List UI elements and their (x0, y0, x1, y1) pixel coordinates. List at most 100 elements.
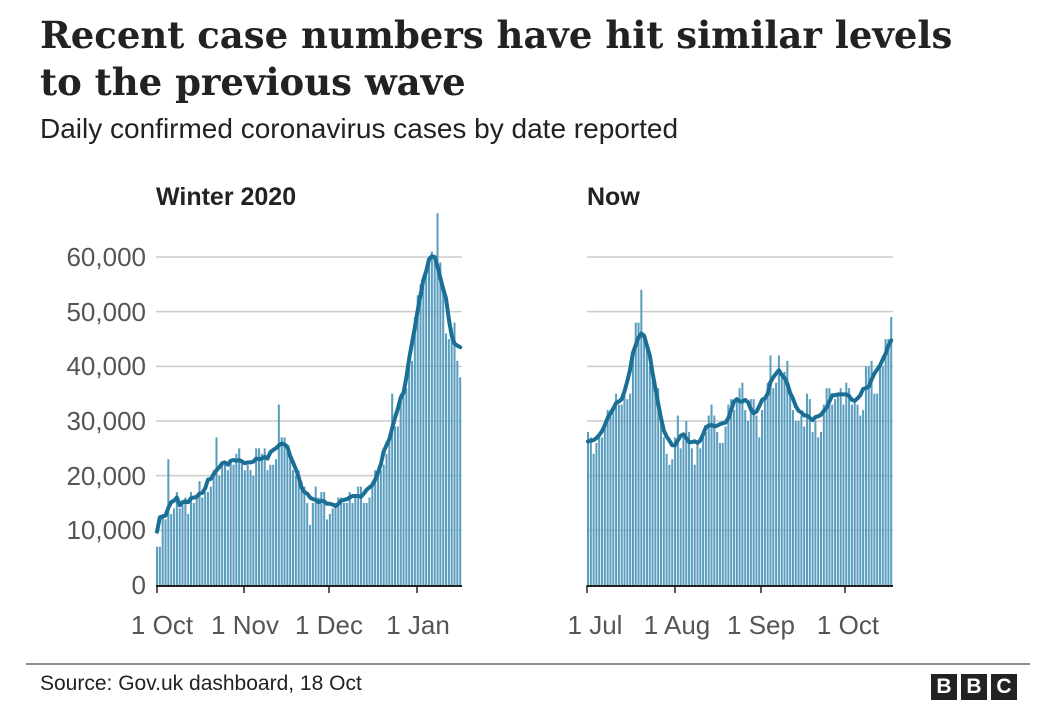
bar (430, 251, 433, 585)
bar (459, 377, 462, 585)
bar (175, 492, 178, 585)
bar (693, 464, 696, 585)
average-line (586, 331, 894, 448)
bar (385, 453, 388, 585)
bar (696, 442, 699, 585)
bar (260, 453, 263, 585)
y-tick-label: 50,000 (66, 297, 146, 327)
logo-letter: B (931, 674, 957, 700)
bar (870, 360, 873, 585)
bar (275, 459, 278, 585)
bar (609, 410, 612, 585)
logo-letter: B (961, 674, 987, 700)
bar (595, 442, 598, 585)
bar (752, 399, 755, 585)
bar (192, 503, 195, 585)
bar (662, 437, 665, 585)
bar (456, 360, 459, 585)
bar (758, 437, 761, 585)
bar (360, 486, 363, 585)
bar (229, 459, 232, 585)
bar (890, 317, 893, 585)
bar (379, 470, 382, 585)
bar (252, 475, 255, 585)
x-tick-label: 1 Dec (295, 610, 363, 640)
bar (845, 382, 848, 585)
bars (156, 213, 893, 585)
bar (884, 339, 887, 585)
bar (881, 366, 884, 585)
bar (207, 492, 210, 585)
bar (181, 503, 184, 585)
bar (839, 388, 842, 585)
bar (789, 388, 792, 585)
bar (629, 393, 632, 585)
bar (365, 503, 368, 585)
bar (411, 360, 414, 585)
bar (822, 404, 825, 585)
bar (631, 355, 634, 585)
bar (867, 366, 870, 585)
bar (343, 503, 346, 585)
bar (685, 421, 688, 585)
bar (738, 388, 741, 585)
bar (241, 459, 244, 585)
x-tick-label: 1 Aug (644, 610, 711, 640)
bar (640, 289, 643, 585)
bar (803, 426, 806, 585)
bar (811, 431, 814, 585)
bar (212, 470, 215, 585)
bar (334, 503, 337, 585)
bar (306, 503, 309, 585)
bar (654, 393, 657, 585)
bar (280, 437, 283, 585)
bar (164, 519, 167, 585)
bar (416, 295, 419, 585)
bar (732, 410, 735, 585)
bar (374, 470, 377, 585)
bar (777, 355, 780, 585)
bar (710, 404, 713, 585)
bar (637, 322, 640, 585)
bar (348, 492, 351, 585)
bar (842, 404, 845, 585)
bar (161, 513, 164, 585)
bar (589, 437, 592, 585)
bar (235, 453, 238, 585)
bar (266, 470, 269, 585)
y-tick-label: 0 (132, 570, 146, 600)
bar (690, 448, 693, 585)
bar (682, 437, 685, 585)
bar (428, 257, 431, 585)
bar (834, 399, 837, 585)
bar (391, 393, 394, 585)
bar (735, 399, 738, 585)
y-tick-label: 40,000 (66, 351, 146, 381)
bar (243, 470, 246, 585)
bar (303, 486, 306, 585)
bar (718, 442, 721, 585)
bar (688, 431, 691, 585)
panel-title-winter: Winter 2020 (156, 183, 296, 211)
bar (357, 486, 360, 585)
bar (300, 481, 303, 585)
bbc-logo: B B C (931, 674, 1017, 700)
bar (634, 322, 637, 585)
bar (808, 399, 811, 585)
bar (679, 448, 682, 585)
bar (606, 410, 609, 585)
source-note: Source: Gov.uk dashboard, 18 Oct (40, 672, 362, 695)
bar (626, 399, 629, 585)
bar (761, 410, 764, 585)
bar (766, 382, 769, 585)
bar (859, 415, 862, 585)
average-lines (155, 254, 894, 593)
bar (297, 470, 300, 585)
panel-title-now: Now (587, 183, 640, 211)
bar (368, 497, 371, 585)
bar (246, 464, 249, 585)
bar (617, 404, 620, 585)
bar (399, 393, 402, 585)
bar (587, 431, 590, 585)
